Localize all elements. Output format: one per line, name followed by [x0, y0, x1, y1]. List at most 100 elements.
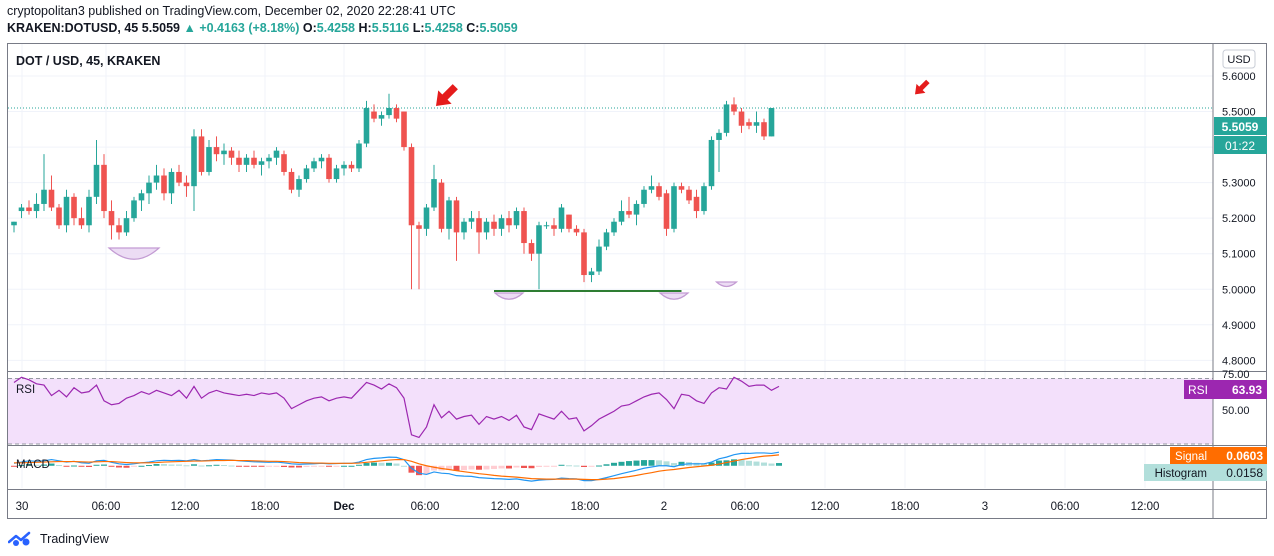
candle-body	[753, 122, 760, 126]
histogram-bar	[356, 464, 362, 466]
candlestick-series[interactable]	[11, 93, 775, 290]
histogram-bar	[116, 465, 122, 468]
candle-body	[183, 182, 190, 187]
histogram-bar	[468, 465, 475, 470]
candle-body	[318, 157, 325, 162]
histogram-bar	[161, 464, 167, 466]
price-tick-label: 5.6000	[1222, 71, 1256, 83]
histogram-bar	[333, 465, 340, 467]
candle-body	[78, 218, 85, 226]
histogram-bar	[551, 465, 557, 467]
rsi-level-mid: 50.00	[1222, 405, 1250, 417]
candle-body	[11, 221, 17, 226]
candle-body	[716, 132, 722, 140]
time-tick-label: 12:00	[171, 501, 200, 513]
histogram-bar	[633, 460, 640, 466]
macd-label: MACD	[16, 459, 50, 471]
candle-body	[378, 115, 385, 119]
histogram-bar	[731, 459, 737, 466]
histogram-bar	[378, 462, 385, 466]
histogram-bar	[768, 463, 775, 466]
arrow-shape	[915, 79, 930, 95]
histogram-bar	[536, 465, 542, 467]
histogram-bar	[108, 465, 115, 467]
histogram-bar	[581, 465, 587, 467]
histogram-bar	[431, 465, 437, 471]
candle-body	[356, 143, 362, 169]
annotations	[107, 79, 930, 300]
histogram-bar	[191, 464, 197, 466]
candle-body	[468, 218, 475, 222]
footer-brand[interactable]: TradingView	[8, 529, 109, 549]
currency-button[interactable]: USD	[1222, 49, 1256, 69]
currency-button-label: USD	[1227, 54, 1250, 66]
histogram-bar	[221, 465, 227, 467]
candle-body	[93, 164, 100, 197]
rsi-badge-value: 63.93	[1232, 383, 1262, 397]
histogram-bar	[93, 464, 100, 466]
annotation-arc	[658, 292, 690, 300]
histogram-bar	[408, 465, 415, 473]
histogram-bar	[573, 465, 580, 467]
high-label: H:	[358, 21, 372, 35]
histogram-bar	[326, 465, 332, 467]
high-value: 5.5116	[371, 21, 410, 35]
candle-body	[731, 104, 737, 112]
histogram-bar	[41, 464, 47, 466]
candle-body	[56, 207, 62, 226]
candle-body	[663, 193, 670, 229]
histogram-bar	[596, 465, 602, 467]
candle-body	[513, 211, 520, 226]
price-tick-label: 5.1000	[1222, 249, 1256, 261]
candle-body	[551, 225, 557, 229]
candle-body	[153, 175, 160, 183]
histogram-bar	[476, 465, 482, 470]
histogram-bar	[33, 464, 40, 466]
histogram-badge-label: Histogram	[1155, 468, 1207, 480]
red-arrow-icon	[436, 84, 458, 106]
histogram-bar	[716, 460, 722, 466]
low-value: 5.4258	[424, 21, 463, 35]
price-tick-label: 5.2000	[1222, 213, 1256, 225]
candle-body	[723, 104, 730, 133]
rsi-badge-label: RSI	[1188, 383, 1208, 397]
candle-body	[273, 150, 280, 158]
candle-body	[453, 200, 460, 233]
open-value: 5.4258	[316, 21, 356, 35]
histogram-bar	[603, 464, 610, 466]
histogram-bar	[386, 462, 392, 466]
candle-body	[491, 221, 497, 229]
histogram-bar	[281, 465, 287, 467]
candle-body	[498, 218, 505, 229]
histogram-bar	[528, 465, 535, 469]
histogram-bar	[566, 465, 572, 467]
rsi-band	[8, 378, 1213, 445]
annotation-arc	[714, 281, 739, 288]
candle-body	[633, 203, 640, 215]
price-badge-value: 5.5059	[1222, 120, 1259, 134]
histogram-bar	[56, 465, 62, 467]
histogram-bar	[498, 465, 505, 469]
histogram-bar	[761, 462, 767, 466]
candle-body	[768, 107, 775, 137]
rsi-line	[13, 376, 780, 439]
candle-body	[131, 200, 137, 219]
time-axis[interactable]: 30 06:00 12:00 18:00 Dec 06:00 12:00 18:00 2 06:0…	[16, 501, 1160, 513]
histogram-bar	[131, 465, 137, 467]
time-tick-label: 06:00	[92, 501, 121, 513]
histogram-bar	[746, 460, 752, 466]
time-tick-label: 18:00	[251, 501, 280, 513]
histogram-bar	[146, 465, 152, 467]
price-axis[interactable]: 5.60005.50005.40005.30005.20005.10005.00…	[1222, 71, 1256, 367]
histogram-bar	[206, 465, 212, 467]
candle-body	[528, 243, 535, 254]
histogram-bar	[453, 465, 460, 471]
chart-frame	[7, 43, 1267, 519]
candle-body	[573, 228, 580, 233]
signal-badge-value: 0.0603	[1226, 449, 1263, 463]
candle-body	[228, 150, 235, 158]
candle-body	[26, 207, 32, 212]
time-tick-label: 12:00	[491, 501, 520, 513]
histogram-bar	[183, 465, 190, 467]
